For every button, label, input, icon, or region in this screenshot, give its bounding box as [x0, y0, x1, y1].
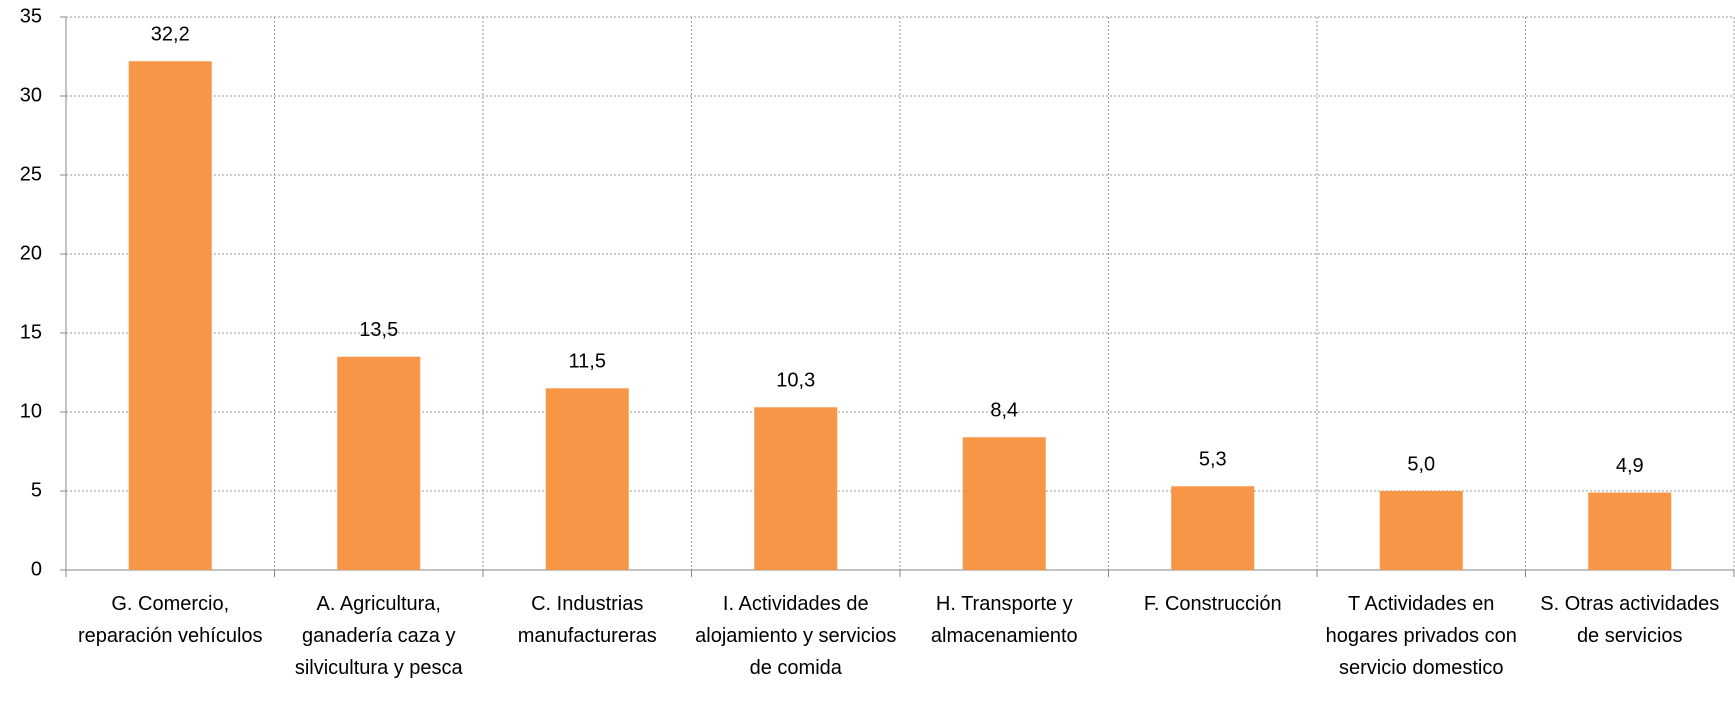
bar [1588, 492, 1672, 570]
bar [754, 407, 838, 570]
y-tick-label: 30 [20, 84, 42, 106]
x-tick-label: F. Construcción [1143, 593, 1282, 615]
value-label: 11,5 [569, 351, 606, 373]
y-tick-label: 10 [20, 400, 42, 422]
x-tick-label: G. Comercio, reparación vehículos [77, 593, 263, 647]
bar [128, 61, 212, 571]
value-label: 5,3 [1199, 449, 1227, 471]
x-tick-label: T Actividades en hogares privados con se… [1325, 593, 1517, 679]
x-tick-label: I. Actividades de alojamiento y servicio… [695, 593, 897, 679]
bar [545, 388, 629, 570]
value-label: 5,0 [1407, 453, 1435, 475]
x-tick-label: C. Industrias manufactureras [517, 593, 657, 647]
x-tick-label: S. Otras actividades de servicios [1540, 593, 1720, 647]
bar [962, 437, 1046, 570]
x-tick-label: H. Transporte y almacenamiento [930, 593, 1078, 647]
value-label: 13,5 [359, 319, 398, 341]
value-label: 8,4 [990, 400, 1018, 422]
bar [1171, 486, 1255, 570]
bar [1379, 491, 1463, 570]
y-tick-label: 20 [20, 242, 42, 264]
bar [337, 356, 421, 570]
y-tick-label: 15 [20, 321, 42, 343]
y-tick-label: 5 [31, 479, 42, 501]
value-label: 10,3 [776, 370, 815, 392]
value-label: 4,9 [1616, 455, 1644, 477]
y-tick-label: 25 [20, 163, 42, 185]
y-tick-label: 35 [20, 5, 42, 27]
x-tick-label: A. Agricultura, ganadería caza y silvicu… [294, 593, 463, 679]
value-label: 32,2 [151, 24, 190, 46]
y-tick-label: 0 [31, 558, 42, 580]
